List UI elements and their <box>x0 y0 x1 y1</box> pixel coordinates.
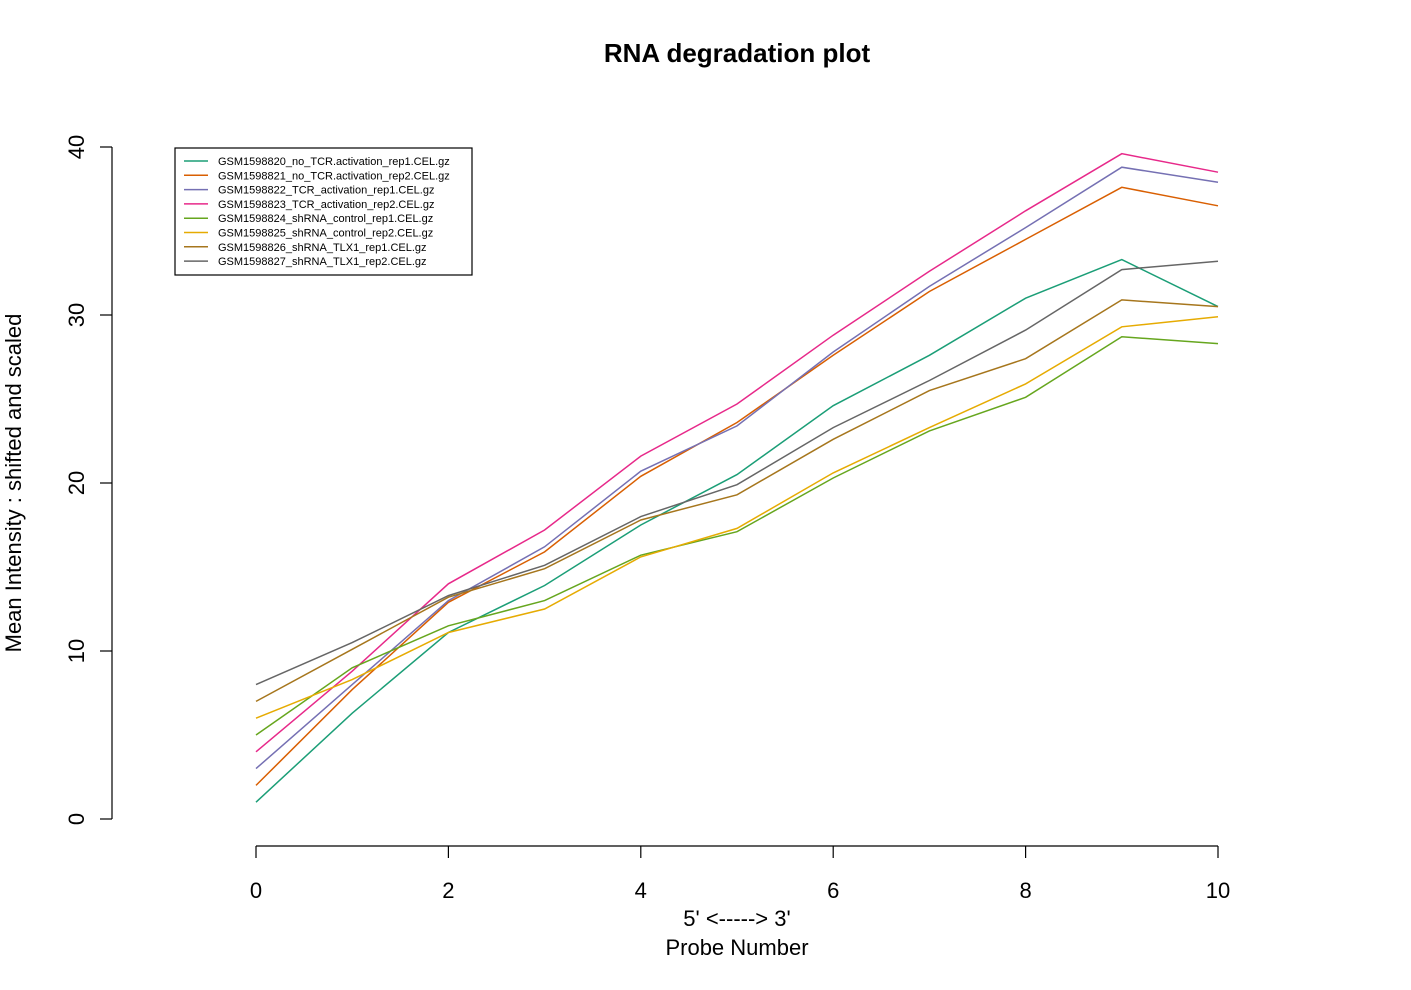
x-tick-label: 0 <box>250 878 262 903</box>
series-line-8 <box>255 260 1219 686</box>
series-line-2 <box>255 186 1219 786</box>
series-line-4 <box>255 152 1219 753</box>
y-tick-label: 10 <box>64 639 89 663</box>
legend-label: GSM1598823_TCR_activation_rep2.CEL.gz <box>218 199 434 211</box>
y-tick-label: 0 <box>64 813 89 825</box>
series-line-6 <box>255 315 1219 719</box>
legend-label: GSM1598826_shRNA_TLX1_rep1.CEL.gz <box>218 242 427 254</box>
legend: GSM1598820_no_TCR.activation_rep1.CEL.gz… <box>174 147 473 276</box>
chart-title: RNA degradation plot <box>604 38 871 68</box>
x-tick-label: 8 <box>1019 878 1031 903</box>
legend-label: GSM1598824_shRNA_control_rep1.CEL.gz <box>218 213 433 225</box>
x-tick-label: 4 <box>635 878 647 903</box>
x-axis-label: Probe Number <box>665 935 808 960</box>
legend-label: GSM1598820_no_TCR.activation_rep1.CEL.gz <box>218 156 450 168</box>
series-line-1 <box>255 258 1219 803</box>
x-tick-label: 2 <box>442 878 454 903</box>
x-tick-label: 6 <box>827 878 839 903</box>
legend-label: GSM1598822_TCR_activation_rep1.CEL.gz <box>218 185 434 197</box>
legend-box <box>174 147 473 276</box>
x-axis-label-direction: 5' <-----> 3' <box>683 906 790 931</box>
x-tick-label: 10 <box>1206 878 1230 903</box>
y-tick-label: 20 <box>64 471 89 495</box>
series-line-3 <box>255 166 1219 770</box>
y-axis: 0 10 20 30 40 <box>64 135 113 825</box>
legend-label: GSM1598825_shRNA_control_rep2.CEL.gz <box>218 228 433 240</box>
series-line-5 <box>255 336 1219 736</box>
series-lines <box>255 152 1219 803</box>
y-axis-label: Mean Intensity : shifted and scaled <box>1 314 26 653</box>
x-axis: 0 2 4 6 8 10 <box>250 845 1230 903</box>
y-tick-label: 40 <box>64 135 89 159</box>
series-line-7 <box>255 299 1219 703</box>
legend-label: GSM1598827_shRNA_TLX1_rep2.CEL.gz <box>218 256 427 268</box>
legend-label: GSM1598821_no_TCR.activation_rep2.CEL.gz <box>218 170 450 182</box>
y-tick-label: 30 <box>64 303 89 327</box>
